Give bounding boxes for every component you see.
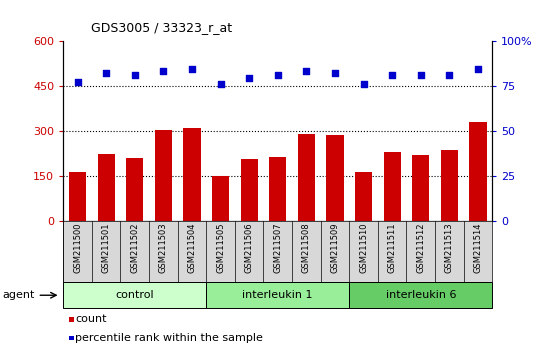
Text: GSM211511: GSM211511: [388, 222, 397, 273]
Text: GSM211513: GSM211513: [445, 222, 454, 273]
Point: [216, 81, 225, 87]
Text: count: count: [75, 314, 107, 325]
Point: [188, 67, 196, 72]
Text: GSM211514: GSM211514: [474, 222, 482, 273]
Point: [331, 70, 339, 76]
Bar: [97, 154, 115, 221]
Text: GSM211508: GSM211508: [302, 222, 311, 273]
Text: GSM211509: GSM211509: [331, 222, 339, 273]
Text: GSM211501: GSM211501: [102, 222, 111, 273]
Text: control: control: [116, 290, 154, 300]
Bar: [240, 159, 258, 221]
Text: GSM211500: GSM211500: [73, 222, 82, 273]
Point: [73, 79, 82, 85]
Point: [445, 72, 454, 78]
Point: [245, 76, 254, 81]
Bar: [69, 172, 86, 221]
Text: agent: agent: [3, 290, 35, 300]
Point: [102, 70, 111, 76]
Bar: [441, 150, 458, 221]
Point: [130, 72, 139, 78]
Point: [159, 68, 168, 74]
Text: GSM211504: GSM211504: [188, 222, 196, 273]
Bar: [412, 155, 430, 221]
Point: [416, 72, 425, 78]
Bar: [63, 282, 206, 308]
Point: [474, 67, 482, 72]
Bar: [469, 122, 487, 221]
Text: GSM211503: GSM211503: [159, 222, 168, 273]
Bar: [212, 176, 229, 221]
Text: interleukin 1: interleukin 1: [243, 290, 313, 300]
Text: GDS3005 / 33323_r_at: GDS3005 / 33323_r_at: [91, 21, 232, 34]
Bar: [183, 128, 201, 221]
Text: GSM211506: GSM211506: [245, 222, 254, 273]
Text: percentile rank within the sample: percentile rank within the sample: [75, 333, 263, 343]
Bar: [269, 157, 287, 221]
Bar: [383, 152, 401, 221]
Point: [273, 72, 282, 78]
Bar: [326, 135, 344, 221]
Bar: [155, 130, 172, 221]
Point: [359, 81, 368, 87]
Point: [302, 68, 311, 74]
Point: [388, 72, 397, 78]
Bar: [206, 282, 349, 308]
Bar: [355, 172, 372, 221]
Bar: [298, 134, 315, 221]
Text: GSM211505: GSM211505: [216, 222, 225, 273]
Text: GSM211512: GSM211512: [416, 222, 425, 273]
Text: GSM211502: GSM211502: [130, 222, 139, 273]
Text: interleukin 6: interleukin 6: [386, 290, 456, 300]
Text: GSM211507: GSM211507: [273, 222, 282, 273]
Text: GSM211510: GSM211510: [359, 222, 368, 273]
Bar: [349, 282, 492, 308]
Bar: [126, 158, 144, 221]
